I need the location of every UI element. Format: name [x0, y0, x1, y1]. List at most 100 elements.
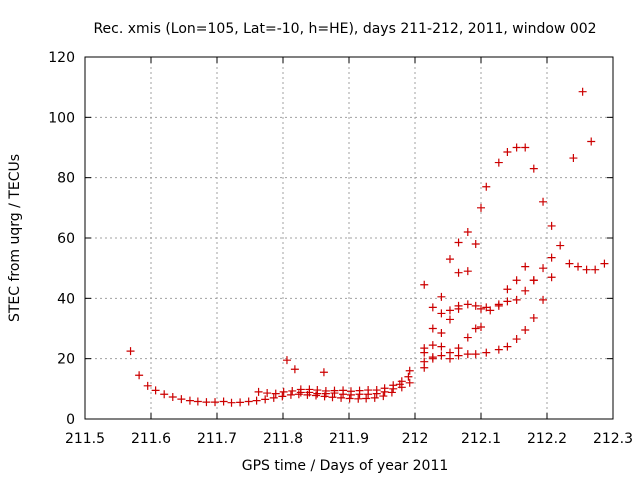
data-point: [471, 240, 480, 249]
data-point: [362, 394, 371, 403]
data-point: [313, 389, 322, 398]
data-point: [437, 329, 446, 338]
data-point: [370, 393, 379, 402]
data-point: [494, 301, 503, 310]
data-point: [219, 397, 228, 406]
x-tick-label: 212.2: [527, 431, 567, 447]
data-point: [587, 137, 596, 146]
data-point: [330, 389, 339, 398]
data-point: [288, 386, 297, 395]
data-point: [503, 285, 512, 294]
data-point: [471, 350, 480, 359]
data-point: [254, 387, 263, 396]
data-point: [428, 324, 437, 333]
data-point: [471, 301, 480, 310]
plot-frame: [84, 56, 614, 420]
data-point: [582, 265, 591, 274]
data-point: [521, 326, 530, 335]
data-point: [539, 264, 548, 273]
data-point: [454, 344, 463, 353]
data-point: [521, 143, 530, 152]
data-point: [471, 324, 480, 333]
data-point: [420, 357, 429, 366]
data-point: [355, 390, 364, 399]
data-point: [279, 387, 288, 396]
data-point: [263, 389, 272, 398]
data-point: [463, 300, 472, 309]
data-point: [437, 309, 446, 318]
data-point: [269, 393, 278, 402]
data-point: [547, 253, 556, 262]
data-point: [389, 384, 398, 393]
data-point: [445, 255, 454, 264]
data-point: [539, 295, 548, 304]
data-point: [177, 395, 186, 404]
x-tick-label: 211.5: [65, 431, 105, 447]
data-point: [193, 397, 202, 406]
data-point: [486, 306, 495, 315]
data-point: [437, 292, 446, 301]
data-points: [126, 87, 609, 407]
data-point: [529, 276, 538, 285]
data-point: [294, 390, 303, 399]
data-point: [286, 390, 295, 399]
x-tick-label: 211.6: [131, 431, 171, 447]
data-point: [482, 182, 491, 191]
data-point: [454, 238, 463, 247]
x-tick-label: 211.9: [329, 431, 369, 447]
data-point: [387, 388, 396, 397]
data-point: [428, 341, 437, 350]
data-point: [337, 393, 346, 402]
data-point: [503, 148, 512, 157]
data-point: [296, 388, 305, 397]
data-point: [126, 347, 135, 356]
data-point: [445, 354, 454, 363]
data-point: [454, 268, 463, 277]
data-point: [404, 372, 413, 381]
data-point: [428, 353, 437, 362]
data-point: [463, 333, 472, 342]
y-axis-label: STEC from uqrg / TECUs: [7, 154, 23, 322]
data-point: [503, 342, 512, 351]
y-tick-label: 100: [48, 110, 75, 126]
data-point: [227, 398, 236, 407]
data-point: [372, 389, 381, 398]
data-point: [271, 389, 280, 398]
data-point: [521, 262, 530, 271]
data-point: [454, 301, 463, 310]
data-point: [574, 262, 583, 271]
data-point: [346, 390, 355, 399]
data-point: [135, 371, 144, 380]
data-point: [305, 388, 314, 397]
data-point: [454, 351, 463, 360]
data-point: [354, 394, 363, 403]
data-point: [463, 227, 472, 236]
data-point: [437, 342, 446, 351]
y-tick-label: 40: [57, 291, 75, 307]
data-point: [143, 381, 152, 390]
y-tick-label: 120: [48, 50, 75, 66]
data-point: [252, 396, 261, 405]
y-tick-label: 60: [57, 231, 75, 247]
data-point: [319, 368, 328, 377]
data-point: [437, 351, 446, 360]
data-point: [445, 306, 454, 315]
data-point: [405, 378, 414, 387]
data-point: [578, 87, 587, 96]
data-point: [463, 350, 472, 359]
data-point: [211, 398, 220, 407]
data-point: [482, 348, 491, 357]
data-point: [512, 295, 521, 304]
data-point: [185, 396, 194, 405]
axis-ticks: 211.5 211.6 211.7 211.8 211.9 212 212.1 212.2 21…: [48, 50, 633, 447]
data-point: [405, 366, 414, 375]
data-point: [420, 280, 429, 289]
data-point: [321, 389, 330, 398]
data-point: [397, 383, 406, 392]
data-point: [282, 356, 291, 365]
data-point: [477, 322, 485, 331]
data-point: [565, 259, 574, 268]
data-point: [278, 392, 287, 401]
data-point: [290, 365, 299, 374]
